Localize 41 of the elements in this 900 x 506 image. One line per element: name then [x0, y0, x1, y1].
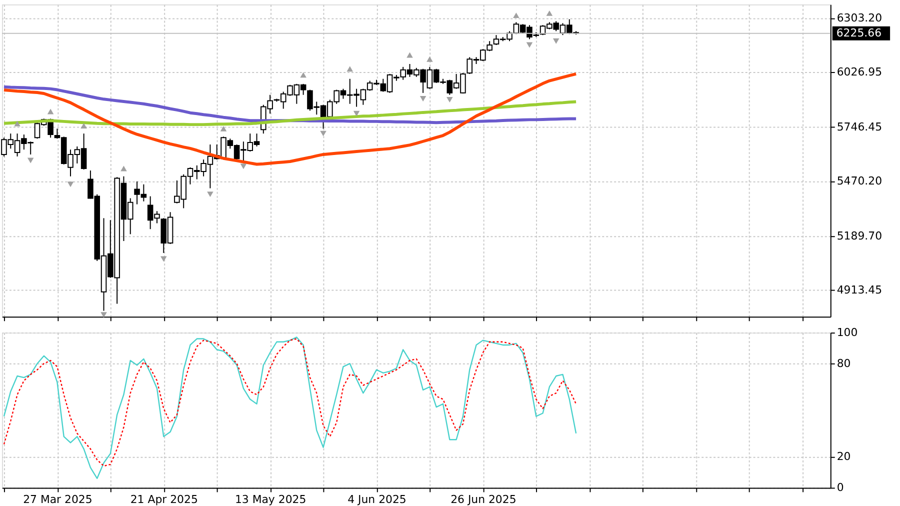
- y-tick-label: 20: [836, 450, 851, 464]
- point: [47, 108, 54, 114]
- point: [406, 52, 413, 58]
- point: [420, 96, 426, 102]
- point: [552, 38, 560, 44]
- y-tick-label: 6303.20: [836, 12, 882, 25]
- y-tick-label: 80: [836, 357, 851, 370]
- point: [120, 166, 127, 172]
- point: [513, 12, 520, 18]
- point: [67, 182, 74, 188]
- ref-line-label: 6225.66: [836, 26, 882, 40]
- point: [80, 123, 87, 128]
- point: [207, 192, 214, 198]
- point: [526, 42, 533, 48]
- point: [27, 158, 34, 164]
- y-tick-label: 6026.95: [836, 66, 882, 79]
- line-series: [2, 72, 578, 166]
- x-tick-label: 4 Jun 2025: [348, 493, 406, 506]
- y-tick-label: 100: [836, 326, 858, 340]
- point: [240, 164, 247, 170]
- y-tick-label: 0: [836, 481, 844, 494]
- point: [446, 97, 453, 102]
- x-tick-label: 26 Jun 2025: [450, 493, 516, 506]
- y-tick-label: 4913.45: [836, 283, 882, 296]
- point: [426, 56, 433, 62]
- point: [14, 120, 20, 126]
- y-tick-label: 5746.45: [836, 120, 882, 134]
- point: [346, 66, 354, 72]
- y-tick-label: 5189.70: [836, 229, 882, 242]
- x-tick-label: 27 Mar 2025: [23, 493, 92, 506]
- point: [320, 130, 326, 136]
- point: [353, 110, 360, 116]
- x-tick-label: 13 May 2025: [234, 493, 306, 506]
- point: [160, 256, 167, 262]
- point: [300, 72, 306, 78]
- point: [100, 312, 107, 318]
- line-series: [2, 85, 578, 124]
- point: [546, 10, 553, 16]
- y-tick-label: 5470.20: [836, 174, 882, 188]
- point: [220, 126, 227, 132]
- x-tick-label: 21 Apr 2025: [130, 493, 198, 506]
